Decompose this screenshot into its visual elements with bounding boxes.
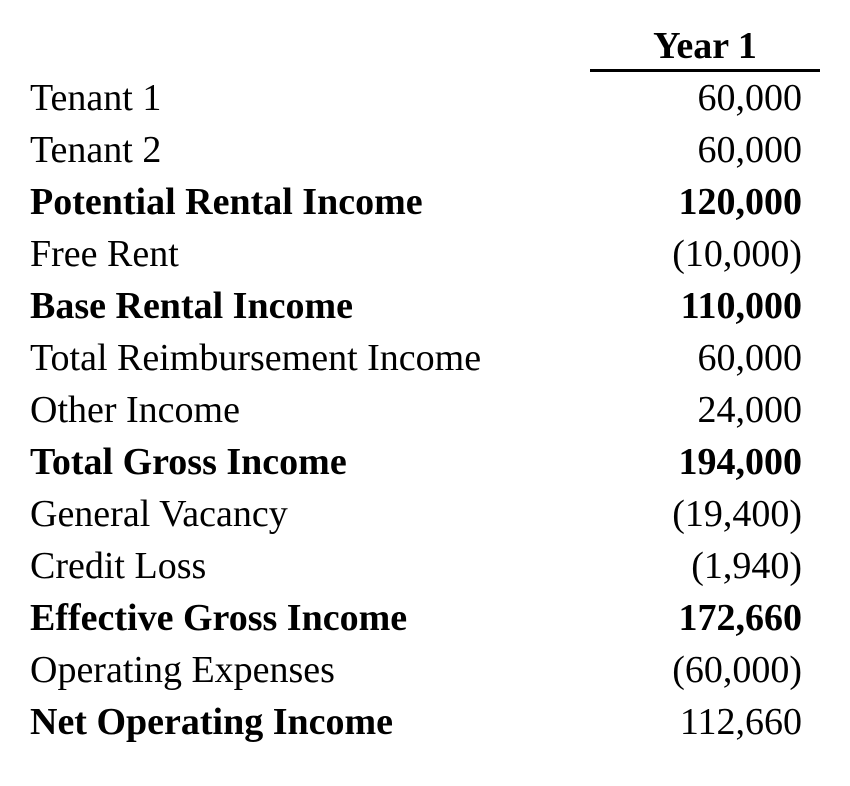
table-row: Total Reimbursement Income 60,000 — [30, 332, 820, 384]
table-row: Total Gross Income 194,000 — [30, 436, 820, 488]
row-value: 60,000 — [590, 71, 820, 125]
row-label: Credit Loss — [30, 540, 590, 592]
row-value: (60,000) — [590, 644, 820, 696]
row-value: 60,000 — [590, 124, 820, 176]
row-value: (19,400) — [590, 488, 820, 540]
row-value: (1,940) — [590, 540, 820, 592]
row-label: Potential Rental Income — [30, 176, 590, 228]
row-label: General Vacancy — [30, 488, 590, 540]
row-label: Net Operating Income — [30, 696, 590, 748]
row-label: Free Rent — [30, 228, 590, 280]
row-value: 112,660 — [590, 696, 820, 748]
row-label: Total Reimbursement Income — [30, 332, 590, 384]
row-value: 110,000 — [590, 280, 820, 332]
row-label: Operating Expenses — [30, 644, 590, 696]
table-row: Operating Expenses (60,000) — [30, 644, 820, 696]
row-value: (10,000) — [590, 228, 820, 280]
table-row: Tenant 2 60,000 — [30, 124, 820, 176]
table-row: Net Operating Income 112,660 — [30, 696, 820, 748]
row-label: Tenant 1 — [30, 71, 590, 125]
row-value: 24,000 — [590, 384, 820, 436]
row-label: Tenant 2 — [30, 124, 590, 176]
income-statement-table: Year 1 Tenant 1 60,000 Tenant 2 60,000 P… — [30, 20, 820, 748]
row-value: 172,660 — [590, 592, 820, 644]
row-value: 120,000 — [590, 176, 820, 228]
table-row: Other Income 24,000 — [30, 384, 820, 436]
row-label: Other Income — [30, 384, 590, 436]
table-row: Credit Loss (1,940) — [30, 540, 820, 592]
table-row: Effective Gross Income 172,660 — [30, 592, 820, 644]
row-value: 194,000 — [590, 436, 820, 488]
table-row: Potential Rental Income 120,000 — [30, 176, 820, 228]
table-row: Base Rental Income 110,000 — [30, 280, 820, 332]
table-row: General Vacancy (19,400) — [30, 488, 820, 540]
row-value: 60,000 — [590, 332, 820, 384]
row-label: Base Rental Income — [30, 280, 590, 332]
header-label-cell — [30, 20, 590, 71]
table-row: Tenant 1 60,000 — [30, 71, 820, 125]
row-label: Total Gross Income — [30, 436, 590, 488]
table-header-row: Year 1 — [30, 20, 820, 71]
row-label: Effective Gross Income — [30, 592, 590, 644]
header-value-cell: Year 1 — [590, 20, 820, 71]
table-row: Free Rent (10,000) — [30, 228, 820, 280]
